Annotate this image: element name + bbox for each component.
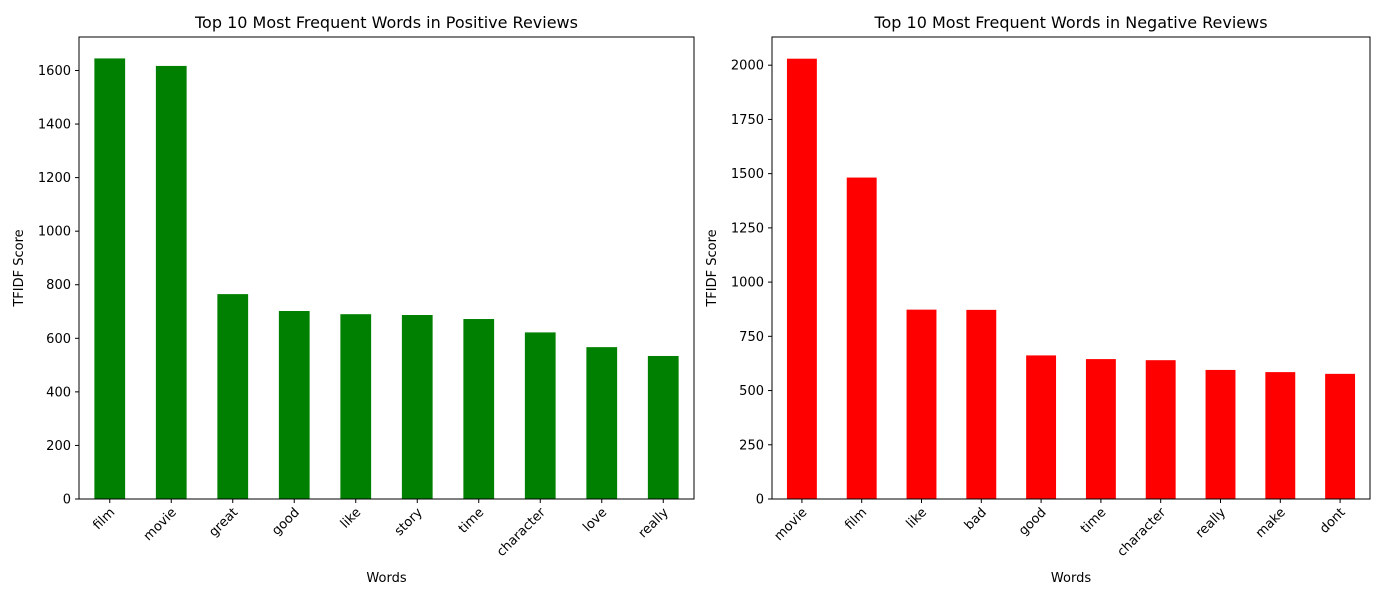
chart-title: Top 10 Most Frequent Words in Positive R… [194,13,578,32]
y-tick-label: 1750 [731,113,764,128]
bar-movie [155,65,187,499]
x-tick-label: dont [1317,505,1348,536]
bar-really [647,355,679,499]
x-axis-ticks: film movie great good like story time character… [90,499,672,560]
plot-frame [78,36,695,500]
y-tick-label: 500 [739,384,764,399]
y-tick-label: 750 [739,330,764,345]
y-axis-ticks: 0 200 400 600 800 1000 1200 1400 1600 [38,64,79,508]
y-axis-ticks: 0 250 500 750 1000 1250 1500 1750 2000 [731,59,772,508]
positive-reviews-chart: Top 10 Most Frequent Words in Positive R… [12,13,695,586]
y-tick-label: 1000 [731,276,764,291]
bar-time [463,319,495,499]
x-tick-label: good [269,505,303,539]
plot-frame [771,36,1371,500]
bar-really [1205,369,1236,499]
y-tick-label: 1500 [731,167,764,182]
x-tick-label: film [842,505,870,533]
bar-like [906,309,937,499]
bars [786,58,1356,500]
y-tick-label: 1200 [38,171,71,186]
x-tick-label: character [494,505,549,560]
y-tick-label: 1400 [38,118,71,133]
x-tick-label: great [206,505,241,540]
y-tick-label: 0 [63,493,71,508]
bar-character [524,332,556,499]
y-tick-label: 1600 [38,64,71,79]
x-tick-label: film [90,505,118,533]
x-tick-label: character [1115,505,1170,560]
x-tick-label: time [1078,505,1109,536]
x-tick-label: story [392,505,426,539]
x-tick-label: time [456,505,487,536]
bar-character [1145,360,1176,499]
negative-reviews-chart: Top 10 Most Frequent Words in Negative R… [705,13,1371,586]
bar-time [1085,359,1116,499]
y-tick-label: 800 [46,278,71,293]
x-tick-label: really [1193,505,1229,541]
y-tick-label: 1000 [38,225,71,240]
chart-title: Top 10 Most Frequent Words in Negative R… [873,13,1267,32]
bar-film [846,177,877,499]
x-axis-label: Words [1051,571,1091,586]
bar-good [278,310,310,499]
bar-story [401,315,433,499]
bar-dont [1325,373,1356,499]
x-tick-label: like [338,505,364,531]
bar-make [1265,372,1296,499]
x-tick-label: movie [772,505,811,544]
x-tick-label: like [904,505,930,531]
bar-like [340,314,372,499]
bar-movie [786,58,817,500]
bar-bad [966,309,997,499]
x-tick-label: make [1253,505,1289,541]
x-tick-label: bad [962,505,990,533]
y-tick-label: 400 [46,385,71,400]
x-axis-label: Words [366,571,406,586]
y-tick-label: 600 [46,332,71,347]
x-tick-label: movie [141,505,180,544]
y-tick-label: 200 [46,439,71,454]
y-tick-label: 0 [756,493,764,508]
x-tick-label: love [580,505,610,535]
x-tick-label: good [1016,505,1050,539]
bar-love [586,347,618,499]
y-axis-label: TFIDF Score [12,229,27,307]
bar-great [217,294,249,499]
x-axis-ticks: movie film like bad good time character really m… [772,499,1349,560]
bar-film [94,58,126,499]
y-tick-label: 2000 [731,59,764,74]
y-tick-label: 250 [739,438,764,453]
bars [94,58,679,499]
y-tick-label: 1250 [731,221,764,236]
y-axis-label: TFIDF Score [705,229,720,307]
bar-good [1026,355,1057,499]
x-tick-label: really [636,505,672,541]
